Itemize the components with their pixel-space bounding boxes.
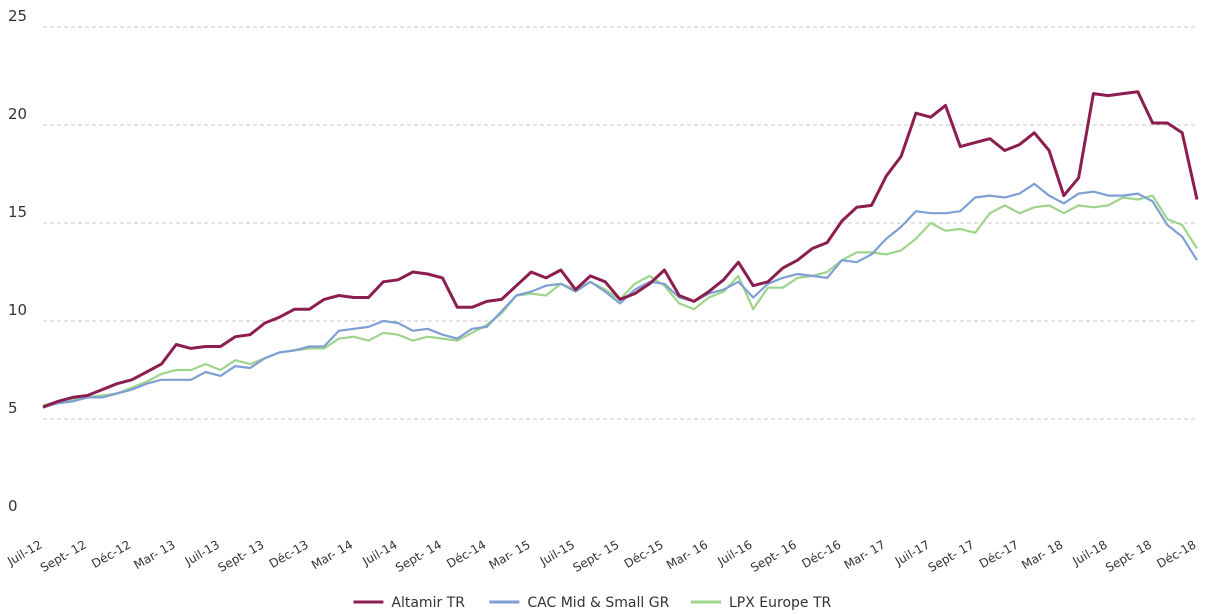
y-tick-label: 10 bbox=[8, 301, 27, 319]
x-tick-label: Sept- 12 bbox=[38, 537, 89, 574]
x-tick-label: Mar- 14 bbox=[309, 537, 355, 572]
x-tick-label: Sept- 15 bbox=[571, 537, 622, 574]
y-tick-label: 5 bbox=[8, 399, 18, 417]
x-tick-label: Déc-16 bbox=[799, 537, 843, 571]
legend-label: LPX Europe TR bbox=[729, 595, 832, 611]
x-tick-label: Mar- 16 bbox=[664, 537, 710, 572]
legend-label: Altamir TR bbox=[391, 595, 465, 611]
x-tick-label: Sept- 17 bbox=[926, 537, 977, 574]
x-tick-label: Sept- 14 bbox=[393, 537, 444, 574]
x-tick-label: Déc-13 bbox=[267, 537, 311, 571]
x-tick-label: Déc-12 bbox=[89, 537, 133, 571]
legend-item: LPX Europe TR bbox=[691, 595, 832, 611]
y-tick-label: 0 bbox=[8, 497, 18, 515]
x-tick-label: Mar- 18 bbox=[1019, 537, 1065, 572]
line-series bbox=[42, 182, 1198, 409]
legend-item: CAC Mid & Small GR bbox=[489, 595, 670, 611]
y-tick-label: 15 bbox=[8, 203, 27, 221]
x-tick-label: Sept- 16 bbox=[748, 537, 799, 574]
legend-item: Altamir TR bbox=[353, 595, 465, 611]
x-tick-label: Sept- 18 bbox=[1103, 537, 1154, 574]
x-tick-label: Sept- 13 bbox=[215, 537, 266, 574]
x-tick-label: Mar- 15 bbox=[487, 537, 533, 572]
line-series bbox=[42, 90, 1199, 409]
y-tick-label: 25 bbox=[8, 7, 27, 25]
x-tick-label: Mar- 17 bbox=[842, 537, 888, 572]
x-tick-label: Déc-18 bbox=[1154, 537, 1198, 571]
x-tick-label: Déc-17 bbox=[977, 537, 1021, 571]
x-tick-label: Mar- 13 bbox=[131, 537, 177, 572]
x-tick-label: Déc-15 bbox=[622, 537, 666, 571]
x-tick-label: Déc-14 bbox=[444, 537, 488, 571]
legend-label: CAC Mid & Small GR bbox=[527, 595, 669, 611]
y-tick-label: 20 bbox=[8, 105, 27, 123]
